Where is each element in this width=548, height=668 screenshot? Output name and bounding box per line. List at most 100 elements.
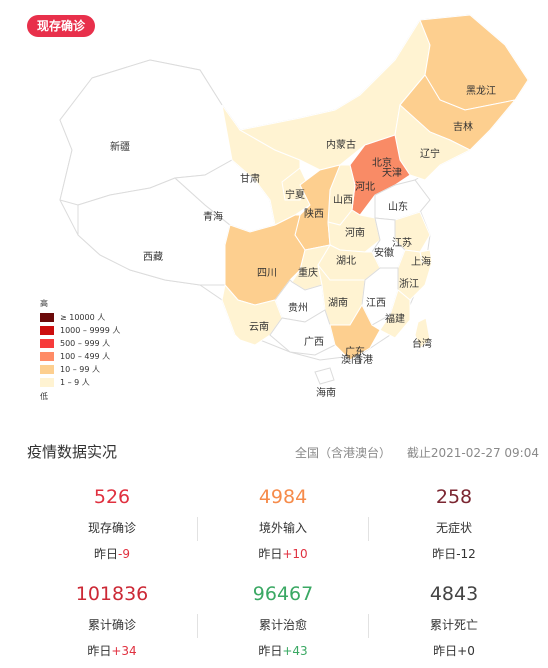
label-ningxia: 宁夏 [285,188,305,201]
current-confirmed-tag[interactable]: 现存确诊 [27,15,96,37]
label-shanghai: 上海 [411,255,431,268]
divider [197,517,198,541]
data-section-header: 疫情数据实况 全国（含港澳台） 截止2021-02-27 09:04 [27,441,539,465]
label-inner-mongolia: 内蒙古 [326,138,356,151]
label-gansu: 甘肃 [240,172,260,185]
province-hainan[interactable] [314,367,335,385]
province-guangdong[interactable] [329,303,381,361]
label-tianjin: 天津 [382,167,402,179]
stat-delta: 昨日+34 [27,644,197,658]
legend-swatch [40,339,54,348]
label-liaoning: 辽宁 [420,147,440,160]
legend-row: 100 – 499 人 [40,350,120,363]
stat-total-deaths: 4843 累计死亡 昨日+0 [369,582,539,658]
stat-current-confirmed: 526 现存确诊 昨日-9 [27,485,197,561]
delta-value: +10 [282,547,308,561]
divider [368,517,369,541]
divider [368,614,369,638]
delta-prefix: 昨日 [94,547,119,561]
legend-label: 10 – 99 人 [60,365,100,374]
label-jiangsu: 江苏 [392,236,412,249]
label-zhejiang: 浙江 [399,278,419,290]
stat-label: 现存确诊 [87,521,136,535]
delta-value: +0 [457,644,475,658]
stat-delta: 昨日+43 [198,644,368,658]
legend-label: ≥ 10000 人 [60,313,106,322]
legend-label: 1000 – 9999 人 [60,326,121,335]
label-guizhou: 贵州 [288,301,308,314]
delta-value: +34 [111,644,137,658]
stat-label: 累计死亡 [429,618,478,632]
delta-prefix: 昨日 [433,644,458,658]
updated-time: 截止2021-02-27 09:04 [406,446,539,460]
label-sichuan: 四川 [257,268,277,279]
label-shanxi: 山西 [333,194,353,206]
legend-swatch [40,378,54,387]
delta-value: -9 [118,547,130,561]
label-macau: 澳门 [341,353,361,366]
stat-value: 526 [93,486,131,508]
delta-value: +43 [282,644,308,658]
stat-total-cured: 96467 累计治愈 昨日+43 [198,582,368,658]
stat-imported: 4984 境外输入 昨日+10 [198,485,368,561]
stat-delta: 昨日-12 [369,547,539,561]
label-hainan: 海南 [316,386,336,399]
label-shandong: 山东 [388,200,408,213]
label-guangxi: 广西 [304,336,324,348]
label-jilin: 吉林 [453,120,473,133]
legend-row: 1000 – 9999 人 [40,324,120,337]
delta-prefix: 昨日 [432,547,457,561]
legend-low-label: 低 [40,392,48,401]
section-meta: 全国（含港澳台） 截止2021-02-27 09:04 [283,444,539,461]
legend-row: 1 – 9 人 [40,376,120,389]
legend-label: 100 – 499 人 [60,352,111,361]
map-legend: 高 ≥ 10000 人 1000 – 9999 人 500 – 999 人 10… [40,296,120,404]
stat-value: 101836 [75,583,149,605]
divider [197,614,198,638]
label-xinjiang: 新疆 [110,140,130,153]
stat-value: 4843 [429,583,479,605]
stat-label: 境外输入 [258,521,307,535]
label-tibet: 西藏 [143,251,163,263]
label-shaanxi: 陕西 [304,207,324,220]
scope-label: 全国（含港澳台） [295,446,392,460]
label-jiangxi: 江西 [366,297,386,309]
stat-asymptomatic: 258 无症状 昨日-12 [369,485,539,561]
label-anhui: 安徽 [374,246,394,259]
label-beijing: 北京 [372,156,392,169]
label-heilongjiang: 黑龙江 [466,84,496,97]
label-hongkong: 香港 [353,354,373,366]
stat-label: 累计确诊 [87,618,136,632]
label-chongqing: 重庆 [298,266,318,279]
label-guangdong: 广东 [345,345,365,358]
legend-swatch [40,313,54,322]
stat-delta: 昨日+0 [369,644,539,658]
legend-swatch [40,352,54,361]
label-yunnan: 云南 [249,320,269,333]
stat-delta: 昨日-9 [27,547,197,561]
province-fujian[interactable] [379,289,411,339]
stat-value: 96467 [252,583,314,605]
label-fujian: 福建 [385,312,405,325]
delta-value: -12 [456,547,476,561]
legend-row: ≥ 10000 人 [40,311,120,324]
legend-swatch [40,365,54,374]
label-hebei: 河北 [355,181,375,193]
label-hunan: 湖南 [328,296,348,309]
stat-delta: 昨日+10 [198,547,368,561]
delta-prefix: 昨日 [87,644,112,658]
label-qinghai: 青海 [203,210,223,223]
legend-label: 500 – 999 人 [60,339,111,348]
legend-label: 1 – 9 人 [60,378,90,387]
province-taiwan[interactable] [414,317,431,349]
delta-prefix: 昨日 [258,644,283,658]
section-title: 疫情数据实况 [27,443,118,461]
legend-row: 10 – 99 人 [40,363,120,376]
label-henan: 河南 [345,226,365,239]
stat-total-confirmed: 101836 累计确诊 昨日+34 [27,582,197,658]
legend-row: 500 – 999 人 [40,337,120,350]
delta-prefix: 昨日 [258,547,283,561]
legend-high-label: 高 [40,299,48,308]
stat-label: 无症状 [435,521,472,535]
